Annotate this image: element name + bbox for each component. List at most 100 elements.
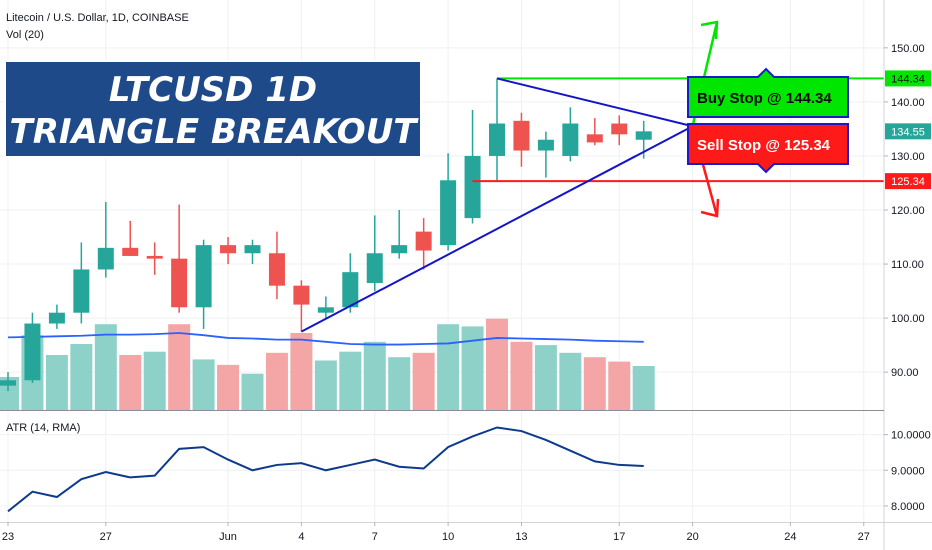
atr-legend[interactable]: ATR (14, RMA)	[6, 422, 81, 434]
volume-bar	[437, 324, 460, 410]
last-price-badge-text: 134.55	[891, 126, 925, 138]
buy-stop-label: Buy Stop @ 144.34	[697, 90, 832, 107]
candle-body	[171, 258, 188, 308]
volume-bar	[534, 345, 557, 410]
candle-body	[0, 380, 16, 386]
volume-bars	[0, 318, 655, 410]
candle-body	[586, 134, 603, 143]
volume-bar	[168, 324, 191, 410]
candle-body	[391, 245, 408, 254]
candle-body	[97, 247, 114, 270]
volume-bar	[388, 357, 411, 410]
buy-stop-callout	[687, 67, 849, 118]
atr-tick-label: 8.0000	[891, 501, 925, 513]
candle-body	[268, 253, 285, 286]
candle-body	[489, 123, 505, 156]
price-tick-label: 110.00	[891, 259, 924, 271]
volume-bar	[363, 341, 386, 410]
atr-tick-label: 10.0000	[891, 430, 931, 442]
candles	[0, 78, 652, 392]
candle-body	[366, 253, 383, 283]
candle-body	[122, 247, 139, 256]
candle-body	[73, 269, 90, 313]
volume-bar	[412, 352, 435, 410]
candle-body	[24, 323, 41, 381]
volume-bar	[314, 360, 337, 410]
candle-body	[48, 312, 65, 324]
candle-body	[513, 120, 530, 151]
price-tick-label: 120.00	[891, 205, 925, 217]
title-banner: LTCUSD 1D TRIANGLE BREAKOUT	[4, 60, 422, 158]
volume-bar	[583, 357, 606, 410]
volume-bar	[608, 361, 631, 410]
price-tick-label: 130.00	[891, 151, 925, 163]
volume-bar	[486, 318, 508, 410]
volume-bar	[94, 324, 117, 410]
date-tick-label: 7	[372, 531, 378, 543]
volume-bar	[632, 366, 655, 410]
date-tick-label: Jun	[219, 531, 237, 543]
volume-bar	[217, 364, 240, 410]
date-tick-label: 20	[686, 531, 698, 543]
arrow-down-head-icon	[700, 198, 720, 218]
candle-body	[146, 255, 163, 259]
date-tick-label: 27	[858, 531, 870, 543]
date-tick-label: 24	[784, 531, 796, 543]
candle-body	[562, 123, 579, 156]
date-tick-label: 10	[442, 531, 454, 543]
volume-bar	[265, 352, 288, 410]
atr-tick-label: 9.0000	[891, 465, 925, 477]
last-price-badge	[885, 123, 931, 140]
candle-body	[611, 123, 628, 135]
volume-bar	[241, 373, 264, 410]
atr-line	[7, 426, 644, 513]
volume-bar	[559, 352, 582, 410]
candle-body	[537, 139, 554, 151]
candle-body	[220, 245, 237, 254]
price-tick-label: 100.00	[891, 313, 925, 325]
volume-bar	[45, 355, 68, 410]
date-tick-label: 4	[298, 531, 304, 543]
candle-body	[415, 231, 432, 251]
candle-body	[293, 285, 310, 305]
candle-body	[635, 131, 652, 140]
buy-level-price-badge-text: 144.34	[891, 73, 925, 85]
candle-body	[342, 272, 359, 308]
price-tick-label: 150.00	[891, 43, 925, 55]
date-tick-label: 13	[515, 531, 527, 543]
sell-stop-label: Sell Stop @ 125.34	[697, 137, 831, 154]
volume-bar	[70, 344, 93, 410]
volume-ma-line	[7, 332, 644, 346]
sell-level-price-badge	[885, 173, 931, 190]
candle-body	[317, 307, 334, 313]
candle-body	[440, 180, 457, 246]
banner-line-2: TRIANGLE BREAKOUT	[9, 112, 417, 152]
volume-bar	[290, 333, 313, 410]
volume-bar	[119, 355, 142, 410]
banner-line-1: LTCUSD 1D	[108, 70, 318, 110]
volume-bar	[510, 341, 533, 410]
candle-body	[464, 155, 481, 219]
price-tick-label: 140.00	[891, 97, 925, 109]
drawings: Buy Stop @ 144.34 Sell Stop @ 125.34	[300, 20, 884, 333]
volume-legend[interactable]: Vol (20)	[6, 29, 44, 41]
date-tick-label: 23	[2, 531, 14, 543]
candle-body	[244, 245, 261, 254]
volume-bar	[339, 351, 362, 410]
triangle-lower-line	[300, 125, 694, 333]
candle-body	[195, 245, 212, 308]
sell-level-price-badge-text: 125.34	[891, 176, 925, 188]
volume-bar	[143, 351, 166, 410]
symbol-title[interactable]: Litecoin / U.S. Dollar, 1D, COINBASE	[6, 12, 189, 24]
date-tick-label: 27	[100, 531, 112, 543]
volume-bar	[461, 326, 484, 410]
date-tick-label: 17	[613, 531, 625, 543]
sell-stop-callout	[687, 123, 849, 174]
triangle-upper-line	[496, 77, 693, 128]
buy-level-price-badge	[885, 70, 931, 87]
volume-bar	[192, 359, 215, 410]
price-tick-label: 90.00	[891, 367, 919, 379]
